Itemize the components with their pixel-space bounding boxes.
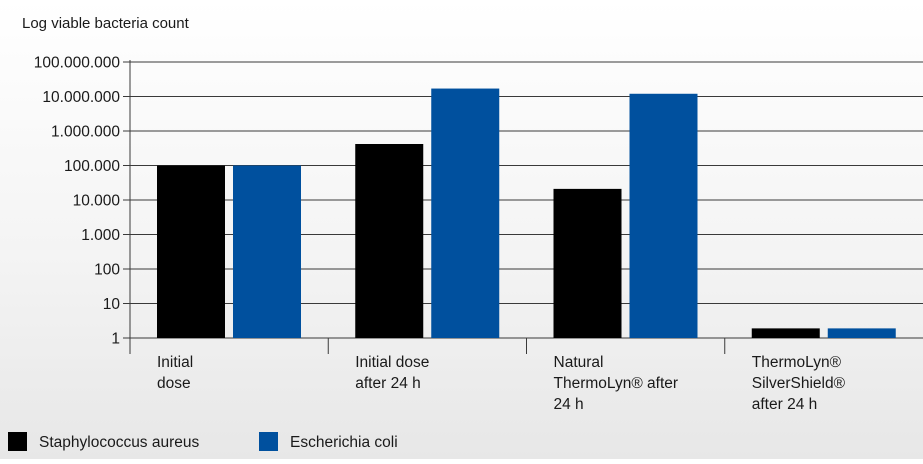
category-label: after 24 h: [752, 396, 818, 413]
bar-staphylococcus: [553, 188, 622, 338]
bar-escherichia: [629, 93, 698, 338]
y-tick-label: 10.000: [73, 193, 121, 210]
category-label: Initial: [157, 354, 193, 371]
bar-staphylococcus: [157, 165, 225, 338]
y-tick-label: 1.000.000: [51, 124, 120, 141]
legend-swatch: [8, 432, 27, 451]
category-label: Natural: [554, 354, 604, 371]
category-label: after 24 h: [355, 375, 421, 392]
category-label: Initial dose: [355, 354, 429, 371]
legend-label: Escherichia coli: [290, 434, 398, 451]
category-label: ThermoLyn®: [752, 354, 842, 371]
y-axis-label: Log viable bacteria count: [22, 15, 190, 32]
y-tick-label: 100.000: [64, 158, 120, 175]
category-label: SilverShield®: [752, 375, 846, 392]
category-label: ThermoLyn® after: [554, 375, 679, 392]
bar-escherichia: [431, 88, 500, 338]
legend-label: Staphylococcus aureus: [39, 434, 200, 451]
category-label: dose: [157, 375, 191, 392]
legend-swatch: [259, 432, 278, 451]
bar-escherichia: [233, 165, 301, 338]
bar-staphylococcus: [355, 143, 424, 338]
category-label: 24 h: [554, 396, 584, 413]
y-tick-label: 10: [103, 296, 121, 313]
y-tick-label: 1: [111, 331, 120, 348]
bar-escherichia: [827, 328, 896, 338]
y-tick-label: 100: [94, 262, 120, 279]
y-tick-label: 1.000: [81, 227, 120, 244]
y-tick-label: 100.000.000: [34, 55, 121, 72]
y-tick-label: 10.000.000: [42, 89, 120, 106]
bar-staphylococcus: [751, 328, 820, 338]
